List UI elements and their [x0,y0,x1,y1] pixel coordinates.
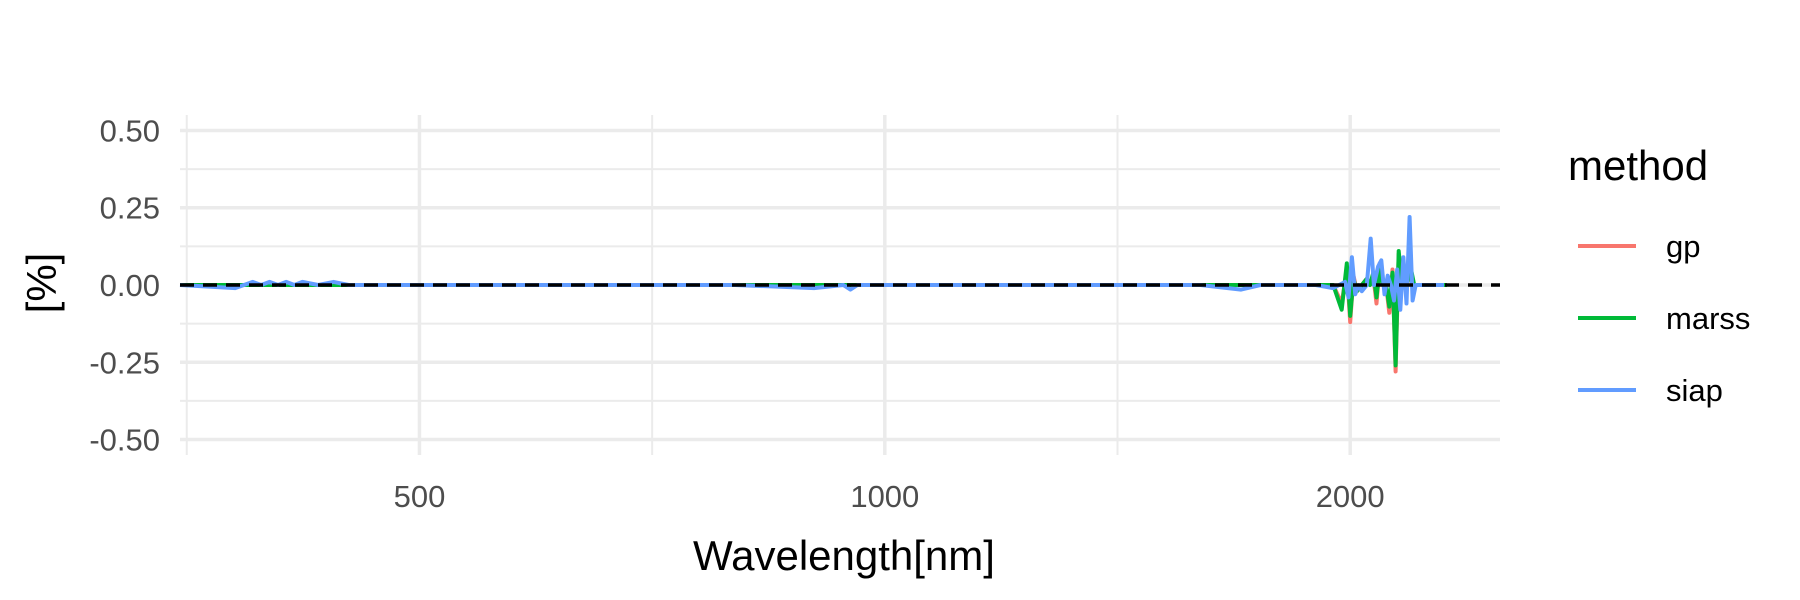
legend-item-siap: siap [1578,373,1723,408]
y-tick-label: 0.50 [100,113,160,148]
legend-label-gp: gp [1666,229,1700,264]
y-axis-tick-labels: 0.50 0.25 0.00 -0.25 -0.50 [89,113,160,457]
legend-label-marss: marss [1666,301,1750,336]
x-tick-label: 2000 [1316,479,1385,514]
y-tick-label: -0.25 [89,345,160,380]
legend-title: method [1568,142,1708,189]
y-tick-label: 0.00 [100,268,160,303]
y-axis-title: [%] [18,253,65,314]
y-tick-label: -0.50 [89,423,160,458]
series-lines [179,215,1447,374]
series-line-marss [180,249,1447,368]
x-tick-label: 500 [394,479,446,514]
legend-items: gp marss siap [1578,229,1750,408]
x-axis-title: Wavelength[nm] [693,532,995,579]
y-tick-label: 0.25 [100,191,160,226]
legend: method gp marss siap [1568,142,1750,408]
x-axis-tick-labels: 500 1000 2000 [394,479,1385,514]
x-tick-label: 1000 [850,479,919,514]
legend-label-siap: siap [1666,373,1723,408]
legend-item-gp: gp [1578,229,1700,264]
series-line-siap [179,215,1444,312]
legend-item-marss: marss [1578,301,1750,336]
series-line-gp [180,252,1447,374]
